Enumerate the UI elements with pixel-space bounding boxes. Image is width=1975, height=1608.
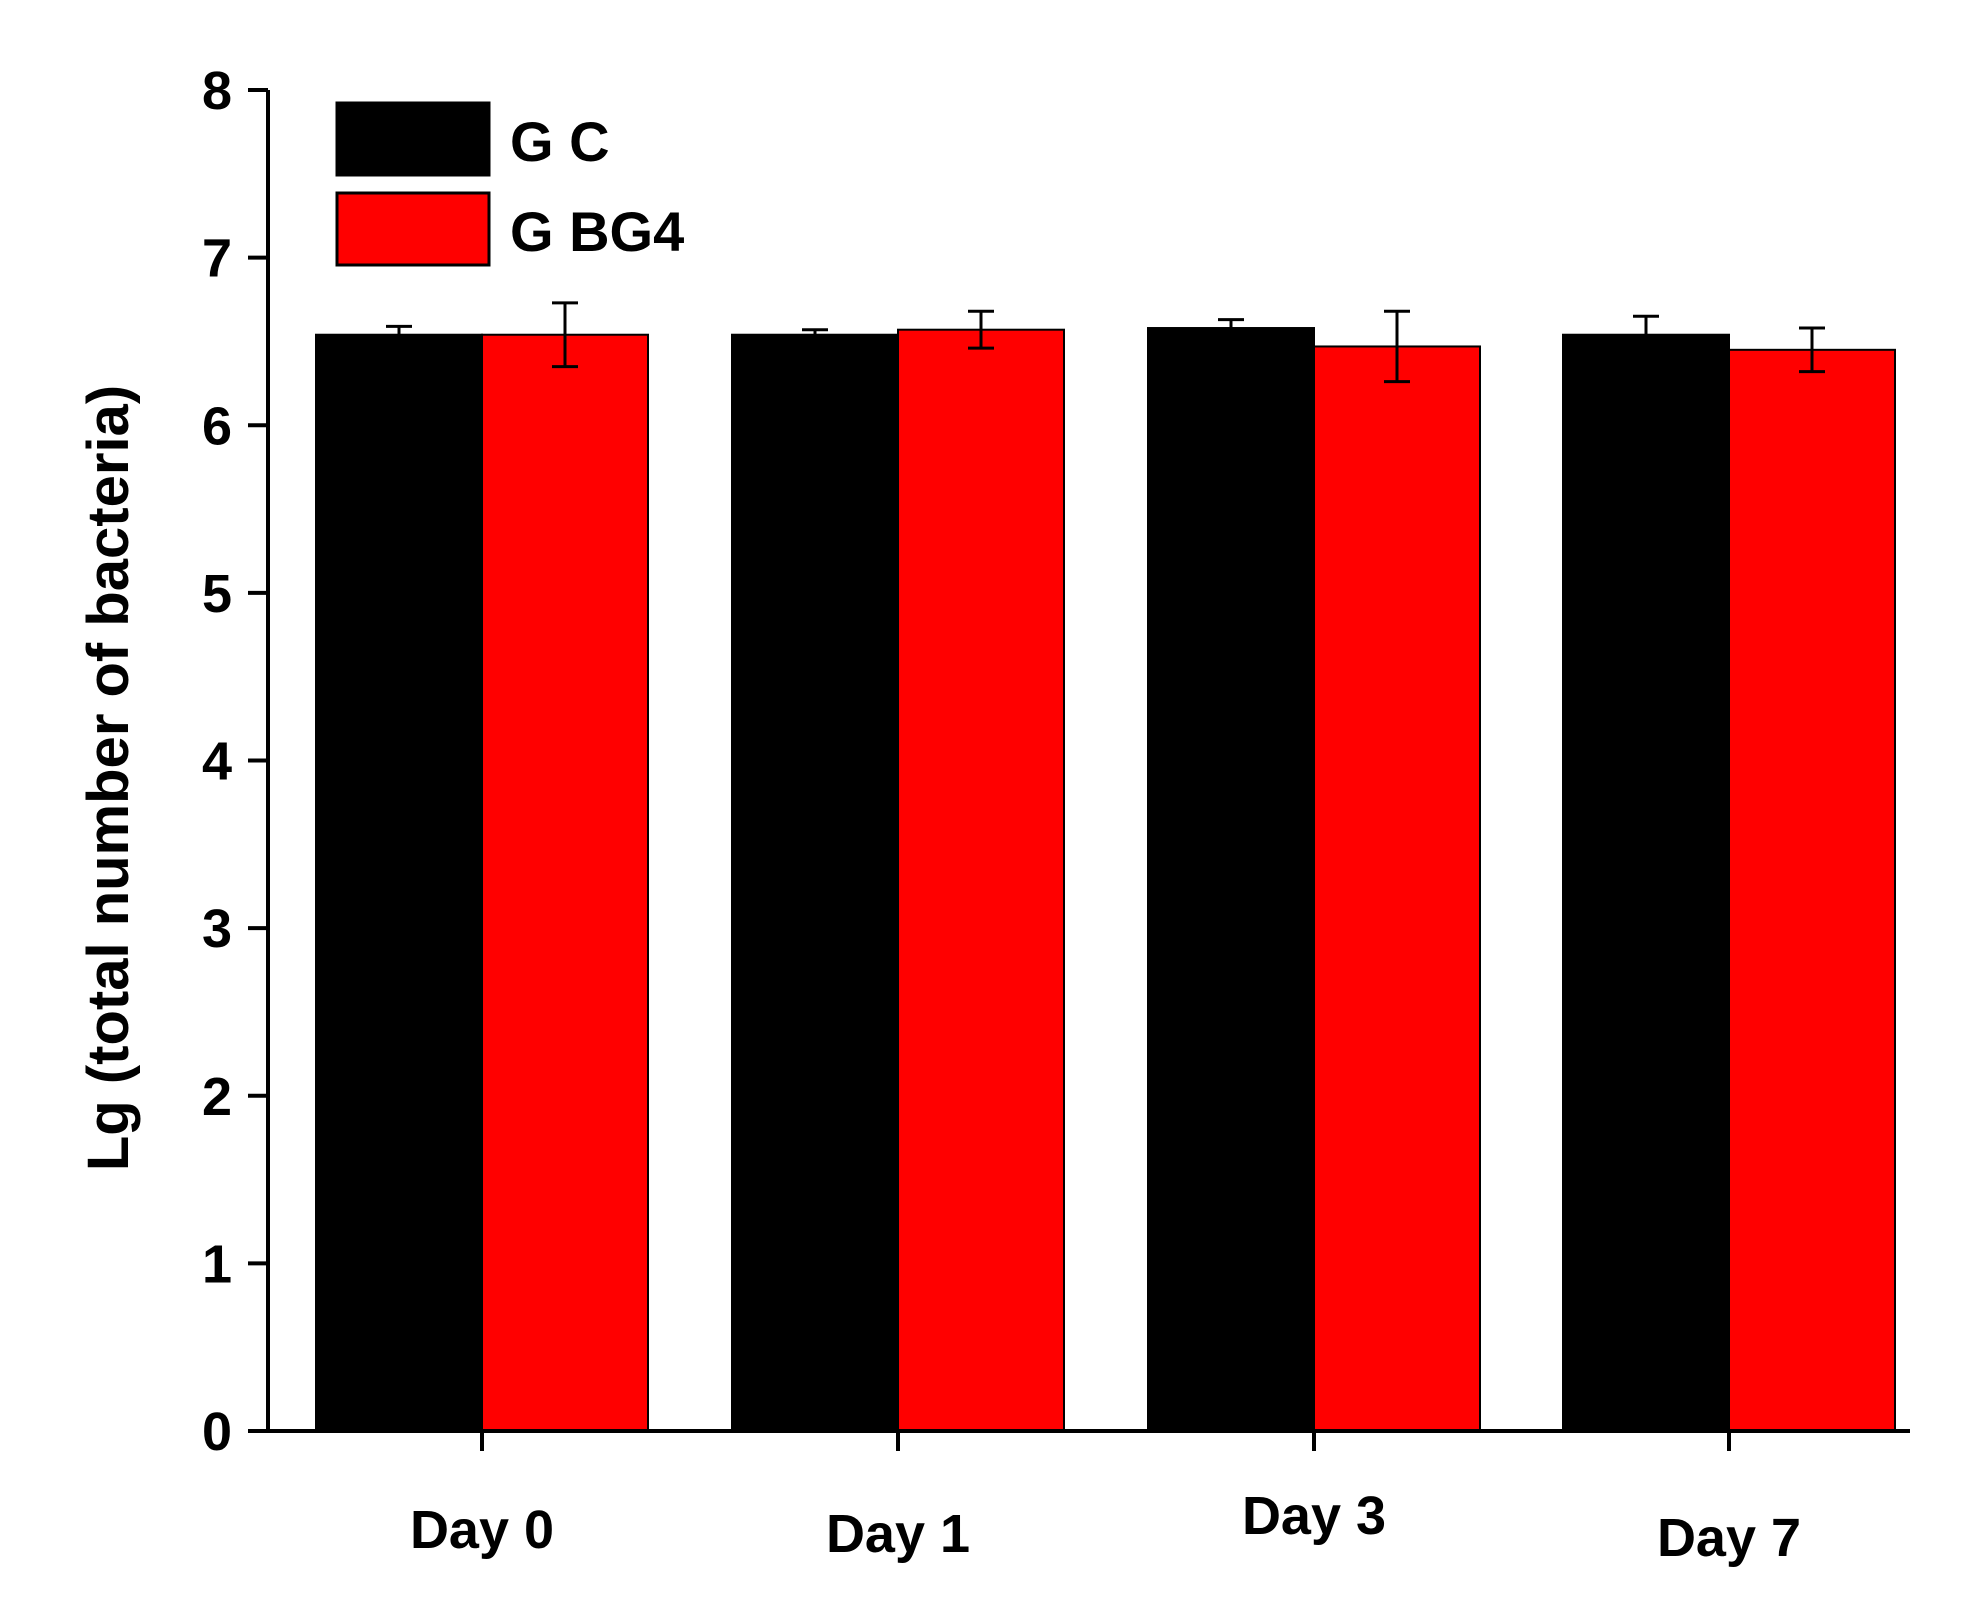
- x-tick-label: Day 7: [1657, 1508, 1801, 1568]
- error-bar-g-bg4-day-7: [1799, 326, 1825, 374]
- y-tick-label: 5: [202, 564, 232, 624]
- bar-g-bg4-day-7: [1728, 348, 1896, 1433]
- bar-g-bg4-day-0: [481, 333, 649, 1432]
- bars-layer: [315, 327, 1896, 1433]
- x-tick-label: Day 3: [1242, 1486, 1386, 1546]
- y-tick-label: 6: [202, 396, 232, 456]
- bar-g-bg4-day-1: [897, 328, 1065, 1432]
- y-tick-label: 8: [202, 61, 232, 121]
- error-bar-g-c-day-0: [386, 324, 412, 345]
- y-ticks: 0 1 2 3 4 5 6 7 8: [202, 61, 268, 1462]
- y-tick-label: 0: [202, 1402, 232, 1462]
- error-bar-g-c-day-1: [802, 328, 828, 342]
- bar-g-c-day-0: [315, 333, 483, 1432]
- bar-g-bg4-day-3: [1313, 345, 1481, 1432]
- error-bar-g-bg4-day-3: [1384, 309, 1410, 384]
- legend-swatch-gbg4: [335, 191, 491, 267]
- error-bar-g-c-day-7: [1633, 314, 1659, 355]
- y-tick-label: 4: [202, 732, 232, 792]
- y-tick-label: 2: [202, 1067, 232, 1127]
- error-bars-layer: [386, 301, 1825, 384]
- bar-g-c-day-1: [731, 333, 899, 1432]
- x-tick-label: Day 1: [826, 1504, 970, 1564]
- y-tick-label: 7: [202, 229, 232, 289]
- x-ticks: Day 0 Day 1 Day 3 Day 7: [410, 1431, 1801, 1568]
- error-bar-g-c-day-3: [1218, 318, 1244, 338]
- legend-label-gc: G C: [510, 110, 610, 173]
- y-tick-label: 3: [202, 899, 232, 959]
- error-bar-g-bg4-day-1: [968, 309, 994, 350]
- legend-swatch-gc: [335, 101, 491, 177]
- legend-label-gbg4: G BG4: [510, 200, 684, 263]
- bar-g-c-day-7: [1562, 333, 1730, 1432]
- y-axis-title: Lg (total number of bacteria): [76, 385, 141, 1171]
- y-tick-label: 1: [202, 1234, 232, 1294]
- bar-g-c-day-3: [1147, 327, 1315, 1433]
- legend: G C G BG4: [335, 101, 684, 267]
- error-bar-g-bg4-day-0: [552, 301, 578, 369]
- x-tick-label: Day 0: [410, 1500, 554, 1560]
